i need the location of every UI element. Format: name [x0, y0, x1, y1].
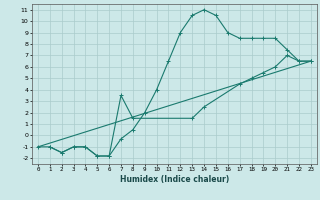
X-axis label: Humidex (Indice chaleur): Humidex (Indice chaleur) — [120, 175, 229, 184]
